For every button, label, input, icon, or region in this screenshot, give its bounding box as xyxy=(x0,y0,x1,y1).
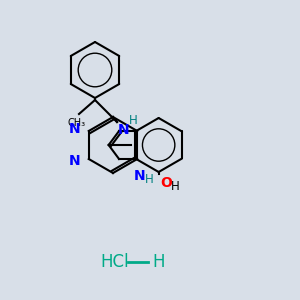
Text: H: H xyxy=(129,114,138,127)
Text: H: H xyxy=(171,180,179,193)
Text: H: H xyxy=(152,253,164,271)
Text: N: N xyxy=(69,154,81,168)
Text: N: N xyxy=(118,123,130,137)
Text: N: N xyxy=(134,169,145,183)
Text: CH₃: CH₃ xyxy=(68,118,86,128)
Text: N: N xyxy=(69,122,81,136)
Text: HCl: HCl xyxy=(101,253,129,271)
Text: H: H xyxy=(145,173,154,186)
Text: O: O xyxy=(160,176,172,190)
